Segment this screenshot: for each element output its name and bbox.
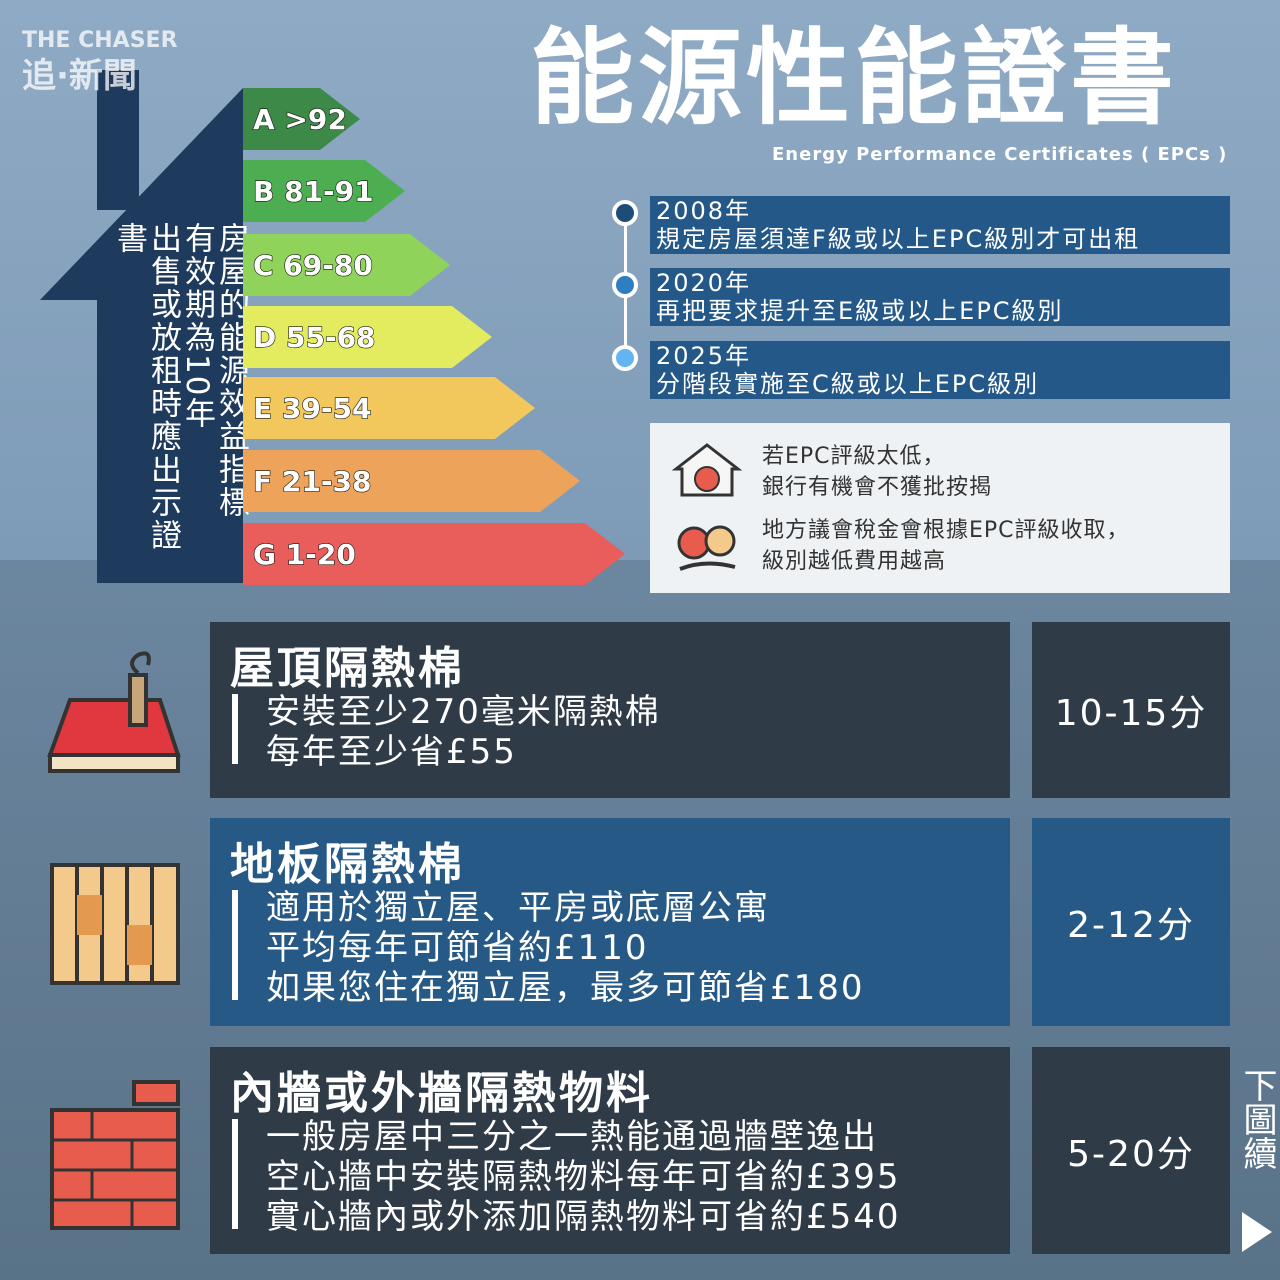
note-icons [672, 443, 742, 571]
timeline-year: 2025年 [656, 342, 752, 370]
timeline-item: 2020年 再把要求提升至E級或以上EPC級別 [650, 268, 1230, 326]
rating-bar: D 55-68 [243, 306, 492, 368]
measure-line: 適用於獨立屋、平房或底層公寓 [266, 888, 770, 928]
measure-card: 內牆或外牆隔熱物料 一般房屋中三分之一熱能通過牆壁逸出 空心牆中安裝隔熱物料每年可省… [210, 1047, 1010, 1254]
house-text: 房屋的能源效益指標 有效期為10年 出售或放租時應出示證書 [111, 222, 249, 562]
measure-line: 平均每年可節省約£110 [266, 928, 649, 968]
measure-bar [232, 890, 238, 1000]
timeline-item: 2025年 分階段實施至C級或以上EPC級別 [650, 341, 1230, 399]
measure-bar [232, 1119, 238, 1229]
rating-bar: F 21-38 [243, 450, 580, 512]
timeline-dot [612, 272, 638, 298]
timeline-text: 規定房屋須達F級或以上EPC級別才可出租 [656, 225, 1141, 253]
house-line: 房屋的能源效益指標 [213, 222, 249, 519]
measure-line: 一般房屋中三分之一熱能通過牆壁逸出 [266, 1117, 878, 1157]
timeline-dot [612, 345, 638, 371]
timeline-item: 2008年 規定房屋須達F級或以上EPC級別才可出租 [650, 196, 1230, 254]
timeline-text: 分階段實施至C級或以上EPC級別 [656, 370, 1040, 398]
notes-panel: 若EPC評級太低， 銀行有機會不獲批按揭地方議會稅金會根據EPC評級收取， 級別越低… [650, 423, 1230, 593]
timeline-year: 2008年 [656, 197, 752, 225]
measure-line: 空心牆中安裝隔熱物料每年可省約£395 [266, 1157, 901, 1197]
timeline-dot [612, 200, 638, 226]
rating-bar: E 39-54 [243, 377, 535, 439]
measure-title: 內牆或外牆隔熱物料 [230, 1068, 653, 1119]
measure-line: 如果您住在獨立屋，最多可節省£180 [266, 968, 865, 1008]
timeline-text: 再把要求提升至E級或以上EPC級別 [656, 297, 1064, 325]
note: 地方議會稅金會根據EPC評級收取， 級別越低費用越高 [762, 515, 1130, 577]
note: 若EPC評級太低， 銀行有機會不獲批按揭 [762, 441, 992, 503]
measure-line: 實心牆內或外添加隔熱物料可省約£540 [266, 1197, 901, 1237]
brand: THE CHASER 追·新聞 [22, 26, 178, 96]
title: 能源性能證書 [530, 16, 1179, 139]
subtitle: Energy Performance Certificates ( EPCs ) [772, 144, 1228, 165]
rating-bar: C 69-80 [243, 234, 450, 296]
measure-line: 每年至少省£55 [266, 732, 517, 772]
note-line: 若EPC評級太低， [762, 444, 946, 469]
measure-score: 5-20分 [1032, 1047, 1230, 1254]
rating-bar: G 1-20 [243, 523, 625, 585]
measure-card: 地板隔熱棉 適用於獨立屋、平房或底層公寓 平均每年可節省約£110 如果您住在獨立屋，… [210, 818, 1010, 1026]
measure-score: 10-15分 [1032, 622, 1230, 798]
note-line: 級別越低費用越高 [762, 549, 947, 574]
measure-bar [232, 694, 238, 764]
measure-line: 安裝至少270毫米隔熱棉 [266, 692, 661, 732]
house-line: 有效期為10年 [179, 222, 215, 431]
rating-bar: B 81-91 [243, 160, 405, 222]
measure-title: 屋頂隔熱棉 [230, 643, 465, 694]
timeline-year: 2020年 [656, 269, 752, 297]
note-line: 銀行有機會不獲批按揭 [762, 475, 993, 500]
house-line: 出售或放租時應出示證書 [111, 222, 181, 552]
brand-name-zh: 追·新聞 [22, 56, 137, 96]
measure-title: 地板隔熱棉 [230, 839, 465, 890]
measure-card: 屋頂隔熱棉 安裝至少270毫米隔熱棉 每年至少省£55 [210, 622, 1010, 798]
next-hint: 下圖續 [1237, 1068, 1277, 1170]
measure-score: 2-12分 [1032, 818, 1230, 1026]
note-line: 地方議會稅金會根據EPC評級收取， [762, 518, 1130, 543]
brand-name: THE CHASER [22, 28, 178, 53]
